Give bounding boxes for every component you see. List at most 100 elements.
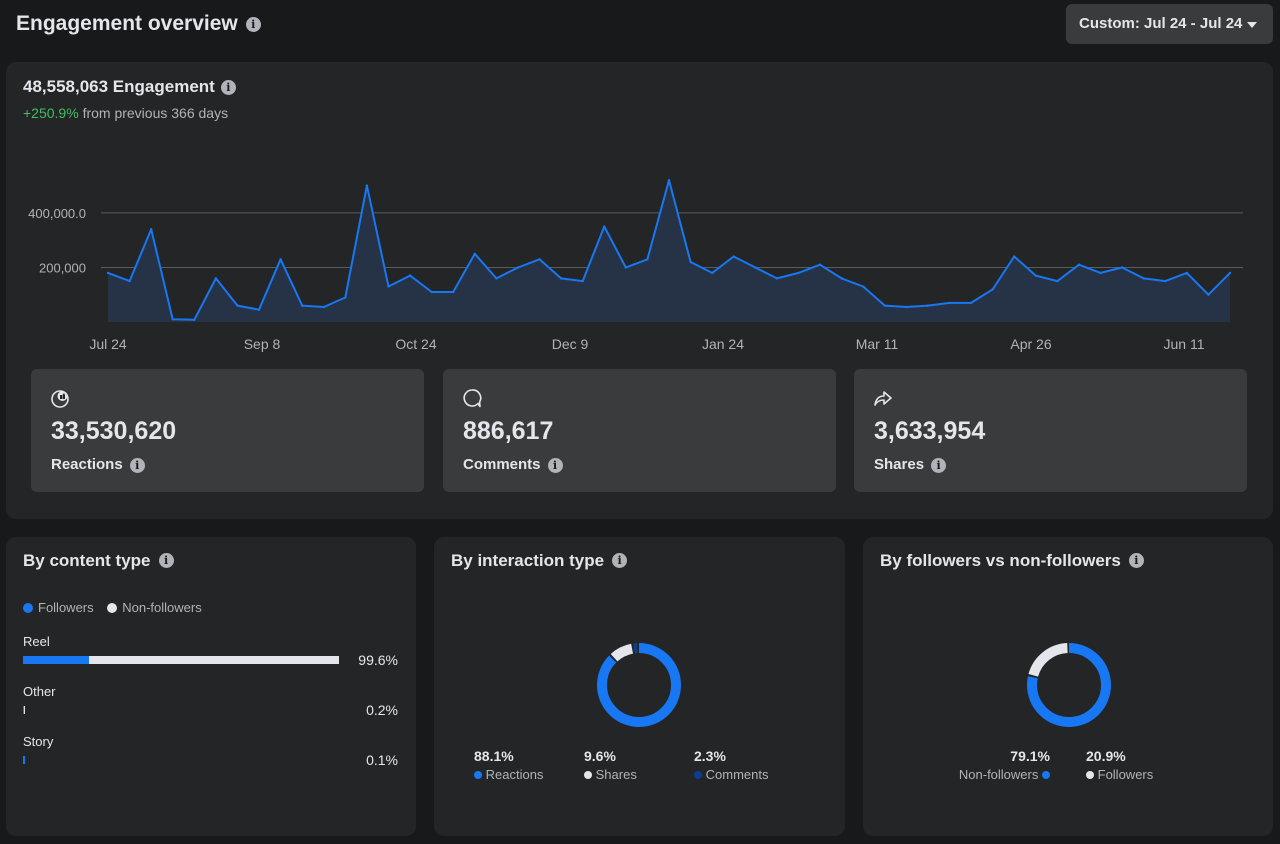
comments-label: Comments i (463, 456, 563, 473)
followers-title-text: By followers vs non-followers (880, 551, 1121, 570)
interaction-reactions-label: Reactions (485, 767, 544, 782)
y-tick-label: 400,000.0 (28, 206, 86, 221)
content-type-bar (23, 656, 340, 664)
interaction-comments-label: Comments (705, 767, 769, 782)
data-point (1056, 279, 1059, 283)
info-icon[interactable]: i (547, 457, 563, 473)
shares-label: Shares i (874, 456, 947, 473)
followers-panel: By followers vs non-followers i 79.1% Non… (863, 537, 1273, 836)
interaction-shares-pct: 9.6% (584, 748, 616, 764)
followers-segment (23, 756, 25, 764)
y-tick-label: 200,000 (39, 260, 86, 275)
content-type-row-1[interactable]: Other 0.2% (23, 684, 398, 724)
reactions-value: 33,530,620 (51, 417, 177, 445)
engagement-line-chart[interactable]: 400,000.0 200,000 Jul 24 Sep 8 Oct 24 Dec 9 Ja… (6, 152, 1273, 362)
content-type-name: Story (23, 734, 54, 749)
engagement-total: 48,558,063 Engagement i (23, 77, 236, 97)
data-point (149, 228, 153, 231)
data-point (667, 178, 671, 182)
info-icon[interactable]: i (931, 457, 947, 473)
data-point (1228, 271, 1232, 275)
data-point (473, 252, 477, 256)
engagement-total-text: 48,558,063 Engagement (23, 77, 215, 96)
data-point (128, 279, 131, 283)
data-point (387, 285, 390, 288)
content-type-pct: 99.6% (358, 652, 398, 668)
info-icon[interactable]: i (245, 16, 261, 32)
data-point (797, 271, 800, 275)
legend-followers: Followers (38, 600, 94, 615)
info-icon[interactable]: i (158, 553, 174, 569)
followers-segment (23, 706, 24, 714)
data-point (603, 225, 606, 228)
interaction-type-panel: By interaction type i 88.1% Reactions 9.6… (434, 537, 845, 836)
change-percent: +250.9% (23, 105, 79, 121)
data-point (861, 285, 865, 288)
date-range-label: Custom: Jul 24 - Jul 24 (1079, 15, 1243, 32)
content-type-bar (23, 756, 340, 764)
content-type-bar (23, 706, 340, 714)
comments-card[interactable]: 886,617 Comments i (443, 369, 836, 492)
data-point (948, 301, 951, 305)
data-point (1164, 279, 1167, 283)
non-followers-dot-icon (1042, 771, 1050, 779)
info-icon[interactable]: i (1128, 553, 1144, 569)
content-type-row-0[interactable]: Reel 99.6% (23, 634, 398, 674)
interaction-type-title-text: By interaction type (451, 551, 605, 570)
date-range-dropdown[interactable]: Custom: Jul 24 - Jul 24 (1066, 4, 1273, 44)
data-point (236, 304, 239, 307)
comments-dot-icon (694, 771, 702, 779)
data-point (754, 266, 757, 269)
data-point (430, 290, 433, 294)
interaction-donut-chart[interactable] (589, 635, 689, 735)
reactions-card[interactable]: 33,530,620 Reactions i (31, 369, 424, 492)
data-point (300, 304, 304, 307)
reactions-dot-icon (474, 771, 482, 779)
shares-dot-icon (584, 771, 592, 779)
data-point (905, 305, 908, 309)
shares-card[interactable]: 3,633,954 Shares i (854, 369, 1247, 492)
content-type-legend: Followers Non-followers (23, 600, 202, 615)
donut-slice-reactions[interactable] (597, 643, 681, 727)
data-point (344, 296, 347, 299)
interaction-reactions-stat: 88.1% Reactions (474, 748, 543, 782)
data-point (495, 277, 498, 280)
content-type-pct: 0.1% (366, 752, 398, 768)
data-point (689, 260, 692, 264)
data-point (624, 266, 628, 269)
data-point (883, 304, 886, 307)
comments-value: 886,617 (463, 417, 554, 445)
content-type-title: By content type i (23, 551, 174, 571)
data-point (818, 263, 822, 266)
data-point (171, 318, 174, 321)
data-point (969, 301, 973, 305)
info-icon[interactable]: i (220, 80, 236, 96)
interaction-reactions-legend: Reactions (474, 767, 543, 782)
x-tick-label: Jul 24 (89, 336, 127, 352)
content-type-row-2[interactable]: Story 0.1% (23, 734, 398, 774)
interaction-comments-legend: Comments (694, 767, 768, 782)
x-tick-label: Dec 9 (552, 336, 589, 352)
followers-donut-chart[interactable] (1019, 635, 1119, 735)
non-followers-dot-icon (107, 603, 118, 613)
interaction-reactions-pct: 88.1% (474, 748, 514, 764)
info-icon[interactable]: i (612, 553, 628, 569)
data-point (322, 305, 325, 309)
content-type-panel: By content type i Followers Non-followers… (6, 537, 416, 836)
donut-slice-non-followers[interactable] (1027, 643, 1111, 727)
x-tick-label: Oct 24 (395, 336, 436, 352)
data-point (840, 277, 843, 280)
data-point (516, 266, 520, 269)
data-point (538, 258, 541, 261)
non-followers-stat: 79.1% Non-followers (953, 748, 1050, 782)
page-title: Engagement overview i (16, 12, 261, 36)
non-followers-legend: Non-followers (953, 767, 1050, 782)
shares-value: 3,633,954 (874, 417, 986, 445)
shares-icon (874, 391, 892, 406)
data-point (1185, 271, 1189, 275)
interaction-comments-pct: 2.3% (694, 748, 726, 764)
data-point (452, 290, 455, 294)
followers-dot-icon (1086, 771, 1094, 779)
data-point (365, 184, 369, 187)
info-icon[interactable]: i (129, 457, 145, 473)
